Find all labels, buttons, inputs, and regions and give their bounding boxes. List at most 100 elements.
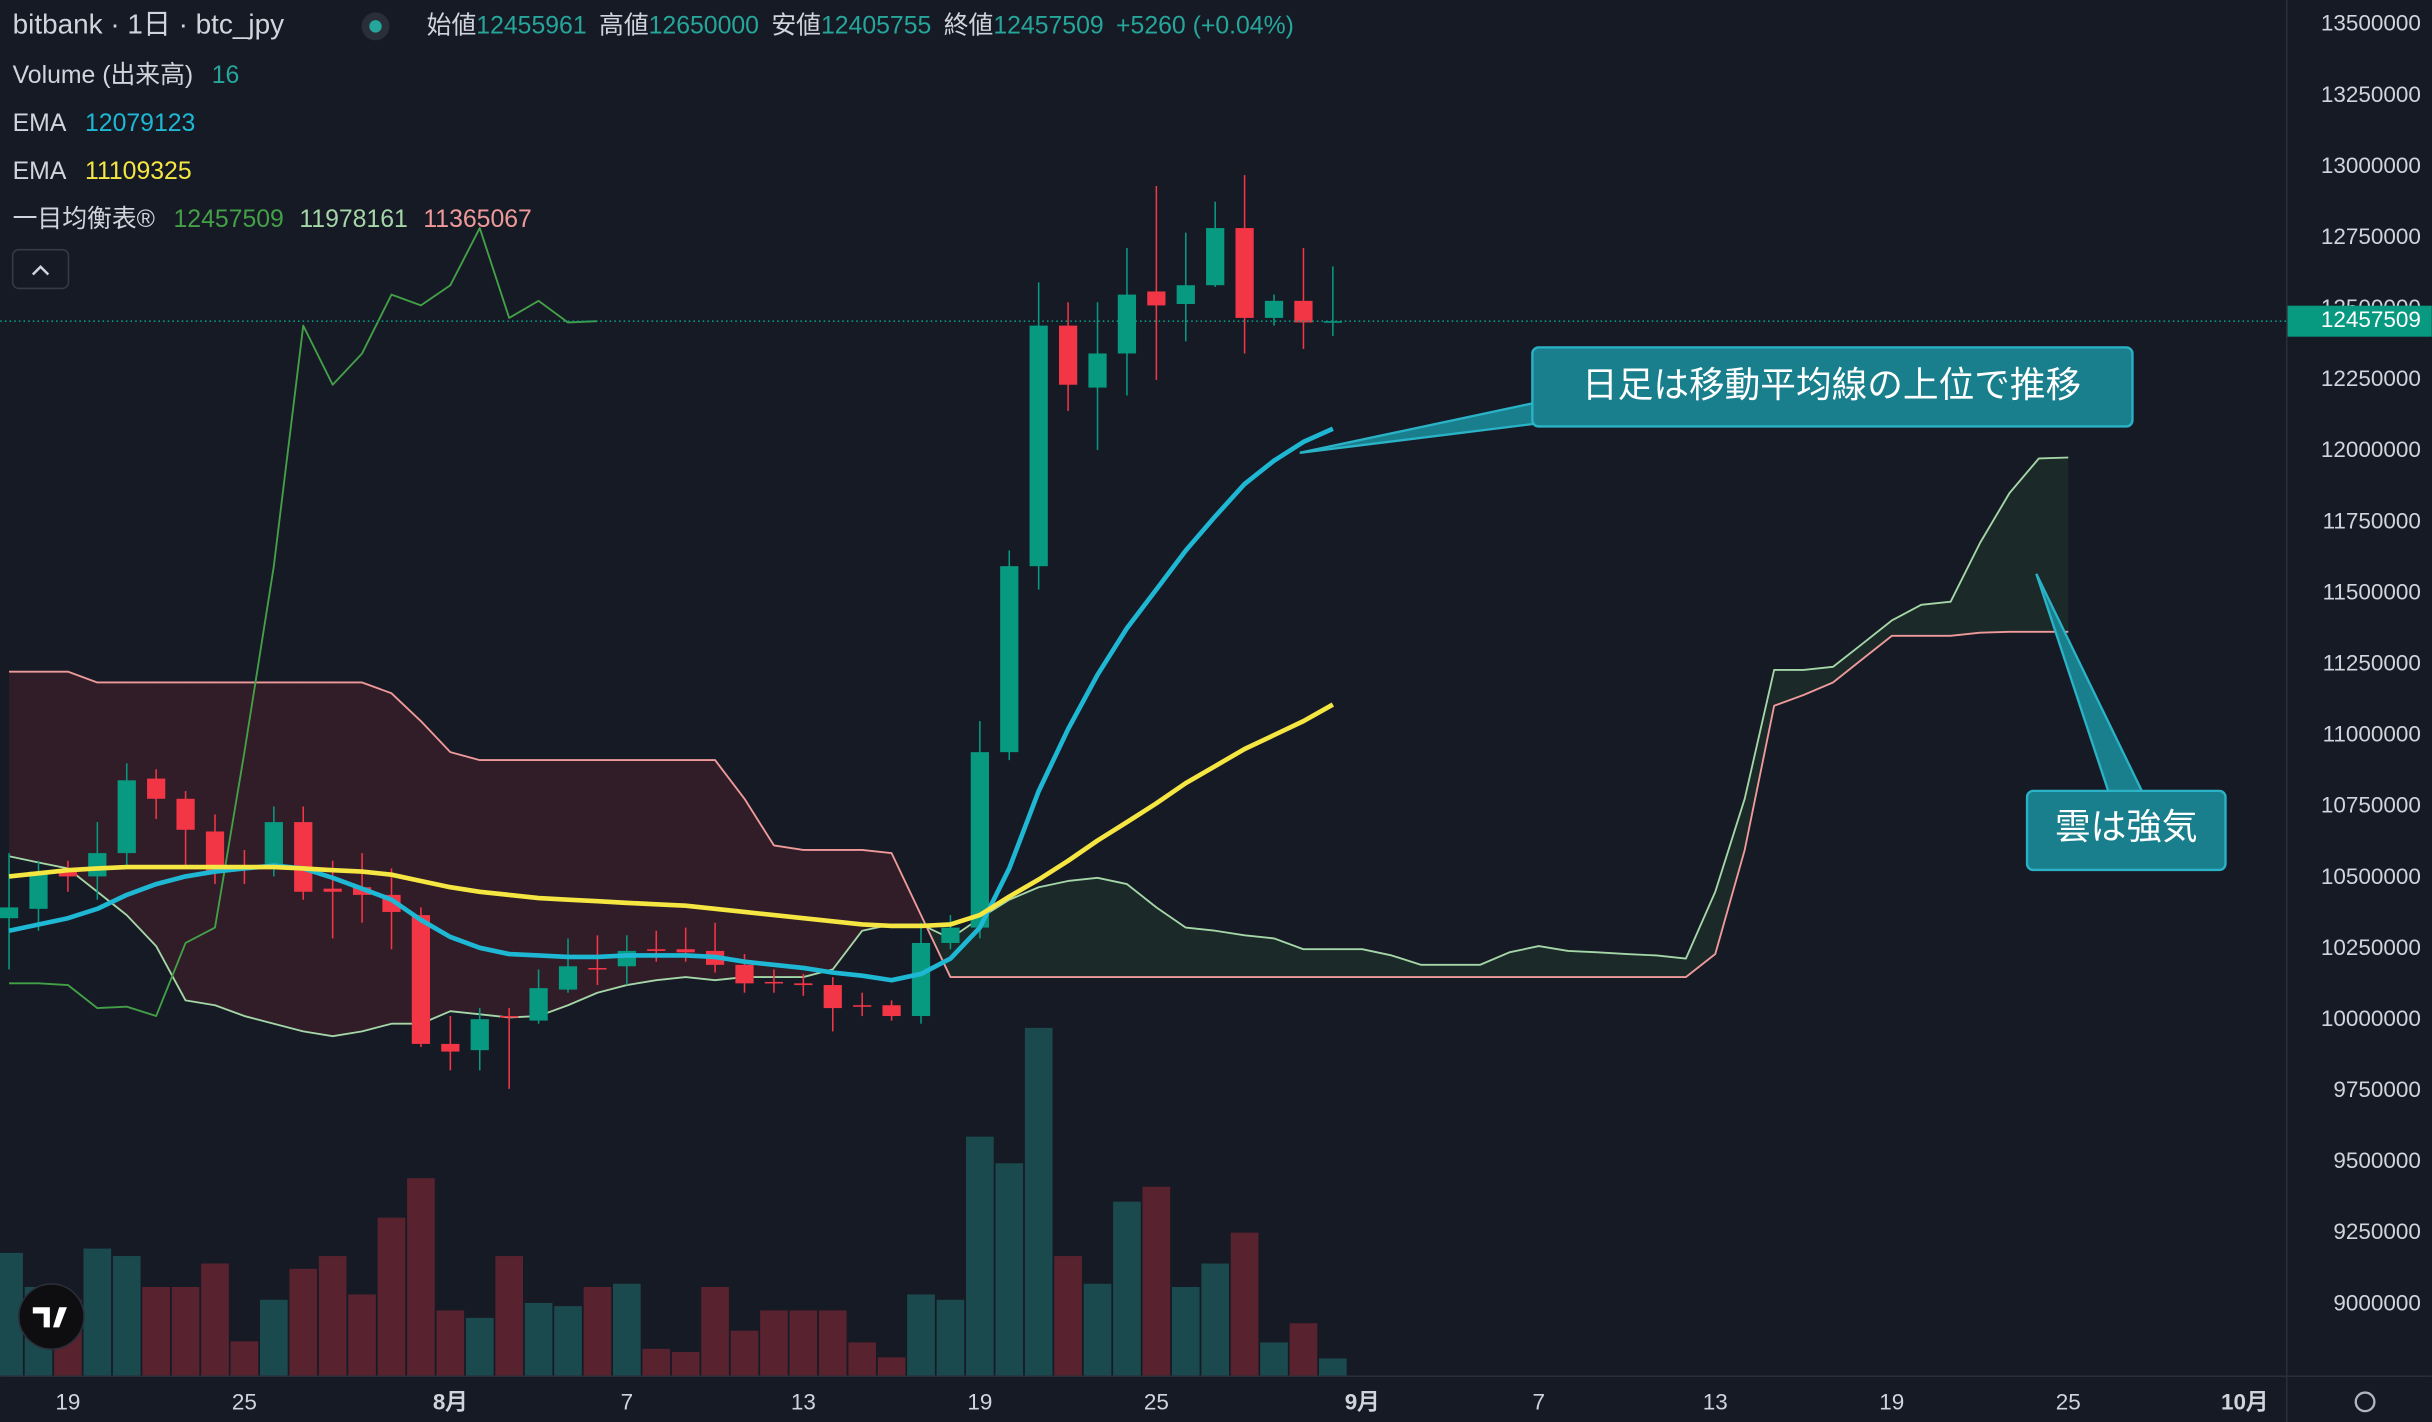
volume-bar [495, 1256, 523, 1376]
volume-bar [613, 1283, 641, 1376]
candle-body [1117, 294, 1137, 354]
volume-bar [995, 1163, 1024, 1376]
volume-bar [201, 1263, 229, 1376]
y-tick-label: 11250000 [2323, 651, 2421, 676]
volume-bar [1319, 1358, 1347, 1376]
cloud-segment [2009, 458, 2039, 632]
volume-bar [171, 1286, 200, 1376]
y-tick-label: 12000000 [2321, 437, 2421, 462]
candle-body [1058, 325, 1078, 385]
cloud-segment [1980, 493, 2010, 633]
cloud-segment [1803, 666, 1833, 695]
volume-bar [642, 1348, 671, 1376]
candle-body [529, 988, 548, 1021]
annotation: 雲は強気 [2055, 807, 2198, 847]
candle-body [323, 888, 342, 892]
y-tick-label: 13500000 [2321, 11, 2421, 36]
cloud-segment [509, 760, 539, 1018]
candle-body [588, 967, 607, 970]
cloud-segment [1303, 949, 1333, 978]
candle-body [558, 966, 578, 990]
volume-bar [524, 1302, 553, 1376]
candle-body [264, 822, 283, 864]
candle-body [911, 942, 931, 1017]
x-tick-label: 7 [621, 1389, 634, 1414]
volume-bar [789, 1310, 818, 1376]
ichimoku-legend[interactable]: 一目均衡表® 12457509 11978161 11365067 [13, 205, 532, 233]
volume-bar [936, 1299, 965, 1376]
candle-body [1088, 353, 1107, 388]
candle-body [1235, 228, 1254, 318]
x-tick-label: 19 [55, 1389, 80, 1414]
cloud-segment [126, 682, 157, 947]
candle-body [147, 778, 166, 799]
candle-body [794, 983, 813, 986]
cloud-segment [1538, 946, 1569, 978]
cloud-segment [1597, 952, 1628, 978]
y-tick-label: 9750000 [2333, 1077, 2420, 1102]
legend-name: 一目均衡表® [13, 205, 155, 233]
candle-body [441, 1043, 460, 1052]
candle-body [1029, 325, 1048, 567]
cloud-segment [1038, 880, 1069, 978]
candle-body [676, 949, 695, 953]
cloud-segment [1185, 927, 1216, 978]
x-tick-label: 25 [1144, 1389, 1169, 1414]
volume-bar [907, 1294, 935, 1376]
candle-body [1147, 291, 1166, 306]
cloud-segment [597, 760, 627, 993]
ohlc-header: 始値12455961 高値12650000 安値12405755 終値12457509… [427, 11, 1294, 39]
cloud-segment [9, 671, 39, 863]
x-tick-label: 8月 [433, 1389, 468, 1414]
cloud-segment [1009, 887, 1039, 978]
candle-body [29, 871, 48, 909]
volume-legend[interactable]: Volume (出来高) 16 [13, 61, 240, 89]
cloud-segment [656, 760, 686, 981]
cloud-segment [744, 798, 774, 978]
y-tick-label: 10500000 [2321, 864, 2421, 889]
collapse-button[interactable] [11, 248, 70, 290]
cloud-segment [1656, 955, 1686, 978]
cloud-segment [362, 682, 392, 1032]
cloud-segment [1244, 935, 1275, 978]
volume-bar [818, 1310, 847, 1376]
cloud-segment [244, 682, 274, 1024]
cloud-segment [1274, 938, 1304, 978]
ema-legend[interactable]: EMA 12079123 [13, 110, 196, 137]
volume-bar [289, 1268, 318, 1376]
legend-value: 12457509 [174, 206, 284, 233]
cloud-segment [891, 853, 922, 925]
logo[interactable] [18, 1283, 85, 1350]
ema-legend[interactable]: EMA 11109325 [13, 158, 192, 185]
settings-icon[interactable] [2354, 1391, 2376, 1413]
volume-bar [1142, 1186, 1171, 1376]
x-tick-label: 10月 [2221, 1389, 2268, 1414]
x-tick-label: 13 [1703, 1389, 1728, 1414]
volume-bar [1230, 1232, 1259, 1376]
y-tick-label: 13000000 [2321, 153, 2421, 178]
y-tick-label: 10000000 [2321, 1006, 2421, 1031]
legend-name: EMA [13, 110, 67, 137]
ema-line [8, 426, 1334, 983]
cloud-segment [1568, 950, 1598, 978]
candle-body [1323, 321, 1342, 323]
y-tick-label: 9250000 [2333, 1219, 2420, 1244]
chart-title[interactable]: bitbank · 1日 · btc_jpy [13, 9, 284, 40]
cloud-segment [1891, 604, 1922, 636]
volume-bar [1289, 1323, 1318, 1376]
cloud-segment [685, 760, 716, 981]
volume-bar [554, 1306, 582, 1376]
cloud-segment [773, 845, 804, 978]
cloud-segment [1156, 907, 1186, 978]
candle-body [117, 780, 136, 854]
volume-bar [877, 1357, 906, 1376]
volume-bar [142, 1286, 170, 1376]
candle-body [1206, 228, 1225, 286]
cloud-segment [1862, 620, 1892, 660]
ema-line [8, 702, 1335, 929]
candle-body [1264, 300, 1284, 318]
volume-bar [436, 1310, 465, 1376]
legend-value: 11365067 [423, 206, 531, 233]
callout [1531, 346, 2134, 428]
callout [2025, 789, 2227, 872]
